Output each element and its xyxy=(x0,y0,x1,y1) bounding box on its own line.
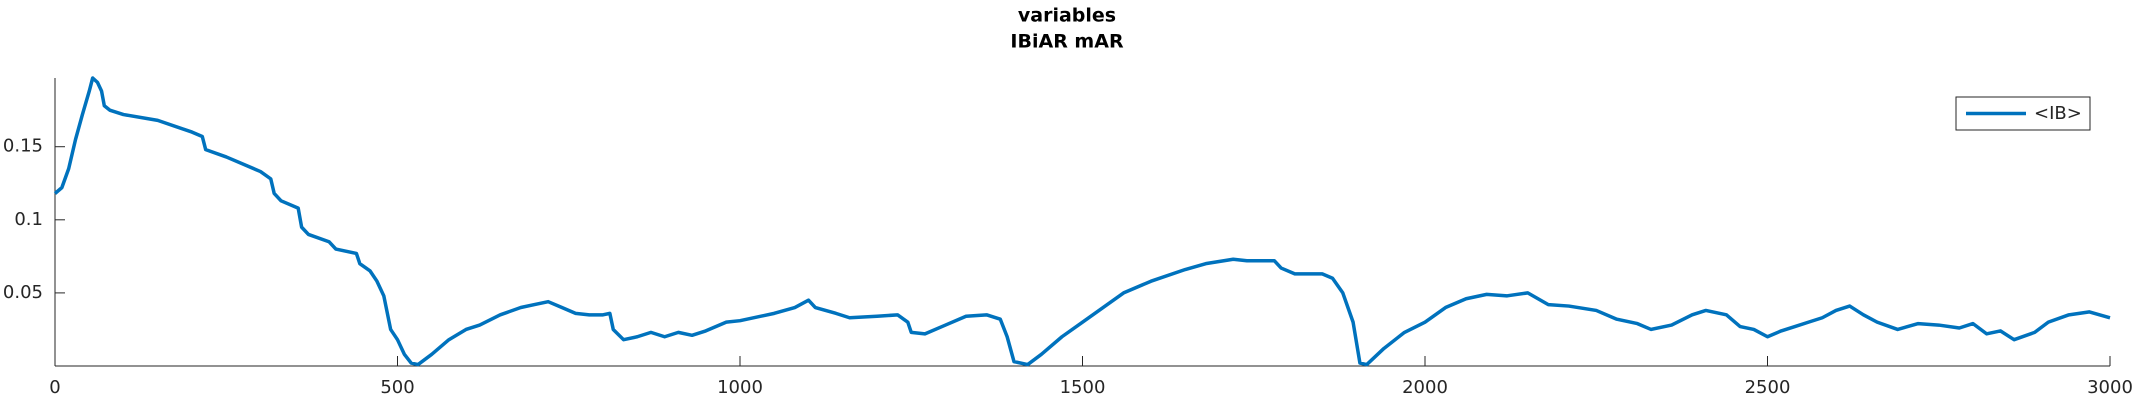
y-tick-label: 0.15 xyxy=(3,136,43,157)
x-tick-label: 500 xyxy=(380,377,414,398)
chart-title: variables xyxy=(1018,5,1116,27)
x-tick-label: 2500 xyxy=(1745,377,1791,398)
data-line xyxy=(53,76,2111,367)
y-tick-label: 0.1 xyxy=(14,209,43,230)
x-tick-label: 1000 xyxy=(717,377,763,398)
legend-label: <IB> xyxy=(2034,103,2082,124)
x-tick-label: 2000 xyxy=(1402,377,1448,398)
y-tick-label: 0.05 xyxy=(3,282,43,303)
x-tick-label: 3000 xyxy=(2087,377,2133,398)
chart-subtitle: IBiAR mAR xyxy=(1010,31,1124,53)
x-tick-label: 0 xyxy=(49,377,60,398)
x-tick-label: 1500 xyxy=(1060,377,1106,398)
